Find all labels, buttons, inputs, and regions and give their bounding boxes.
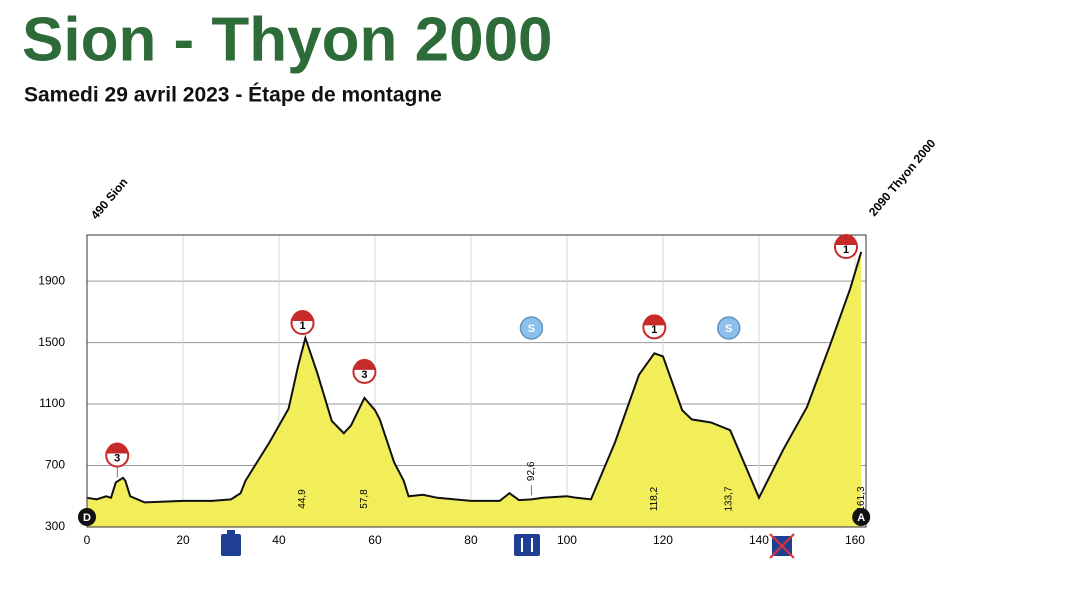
climb-category: 1 (651, 324, 657, 336)
icon-food (514, 534, 540, 556)
endpoint-label: D (83, 512, 91, 524)
x-tick-label: 20 (176, 533, 190, 547)
km-label: 118,2 (649, 486, 660, 511)
icon-feed (221, 534, 241, 556)
icon-cross (769, 533, 795, 559)
sprint-badge (716, 316, 741, 340)
y-tick-label: 1100 (39, 396, 65, 410)
x-tick-label: 0 (84, 533, 91, 547)
x-tick-label: 140 (749, 533, 769, 547)
x-tick-label: 60 (368, 533, 382, 547)
sprint-label: S (528, 323, 535, 335)
climb-badge-top (291, 310, 314, 322)
profile-area (87, 251, 862, 527)
climb-category: 3 (361, 369, 367, 381)
y-tick-label: 700 (45, 458, 65, 472)
km-label: 92,6 (526, 461, 537, 481)
profile-line (86, 251, 863, 504)
climb-badge-top (353, 358, 376, 370)
x-tick-label: 80 (464, 533, 478, 547)
finish-label: 2090 Thyon 2000 (866, 136, 939, 219)
endpoint-marker (78, 508, 96, 526)
sprint-badge (519, 316, 544, 340)
endpoint-label: A (857, 512, 865, 524)
chart-subtitle: Samedi 29 avril 2023 - Étape de montagne (24, 84, 442, 107)
chart-title: Sion - Thyon 2000 (22, 5, 553, 74)
endpoint-marker (852, 508, 871, 526)
x-tick-label: 40 (272, 533, 286, 547)
y-tick-label: 1500 (38, 335, 65, 349)
sprint-label: S (725, 323, 732, 335)
km-label: 133,7 (723, 486, 734, 511)
start-label: 490 Sion (88, 175, 130, 222)
climb-category: 1 (299, 320, 305, 332)
y-tick-label: 1900 (38, 273, 65, 287)
km-label: 57,8 (359, 489, 370, 509)
x-tick-label: 160 (845, 533, 865, 547)
climb-badge-top (106, 442, 129, 454)
climb-badge-top (835, 234, 857, 245)
icons (221, 530, 795, 559)
climb-category: 3 (114, 452, 120, 464)
climb-category: 1 (843, 244, 849, 256)
y-tick-label: 300 (45, 519, 65, 533)
x-tick-label: 100 (557, 533, 577, 547)
climb-badge-top (643, 314, 666, 326)
km-label: 161,3 (856, 486, 867, 511)
x-tick-label: 120 (653, 533, 673, 547)
plot-frame (86, 234, 867, 528)
km-label: 44,9 (297, 489, 308, 509)
icon-feed-top (227, 530, 235, 535)
